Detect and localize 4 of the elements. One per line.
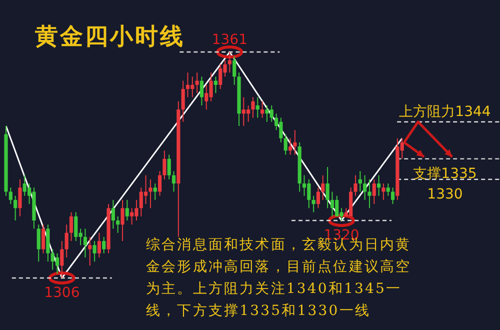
ref-line-label: 1361 (212, 32, 248, 48)
ref-line-label: 1306 (44, 285, 80, 301)
ref-line-label: 上方阻力1344 (399, 104, 491, 120)
ref-line-label: 1330 (427, 186, 463, 202)
